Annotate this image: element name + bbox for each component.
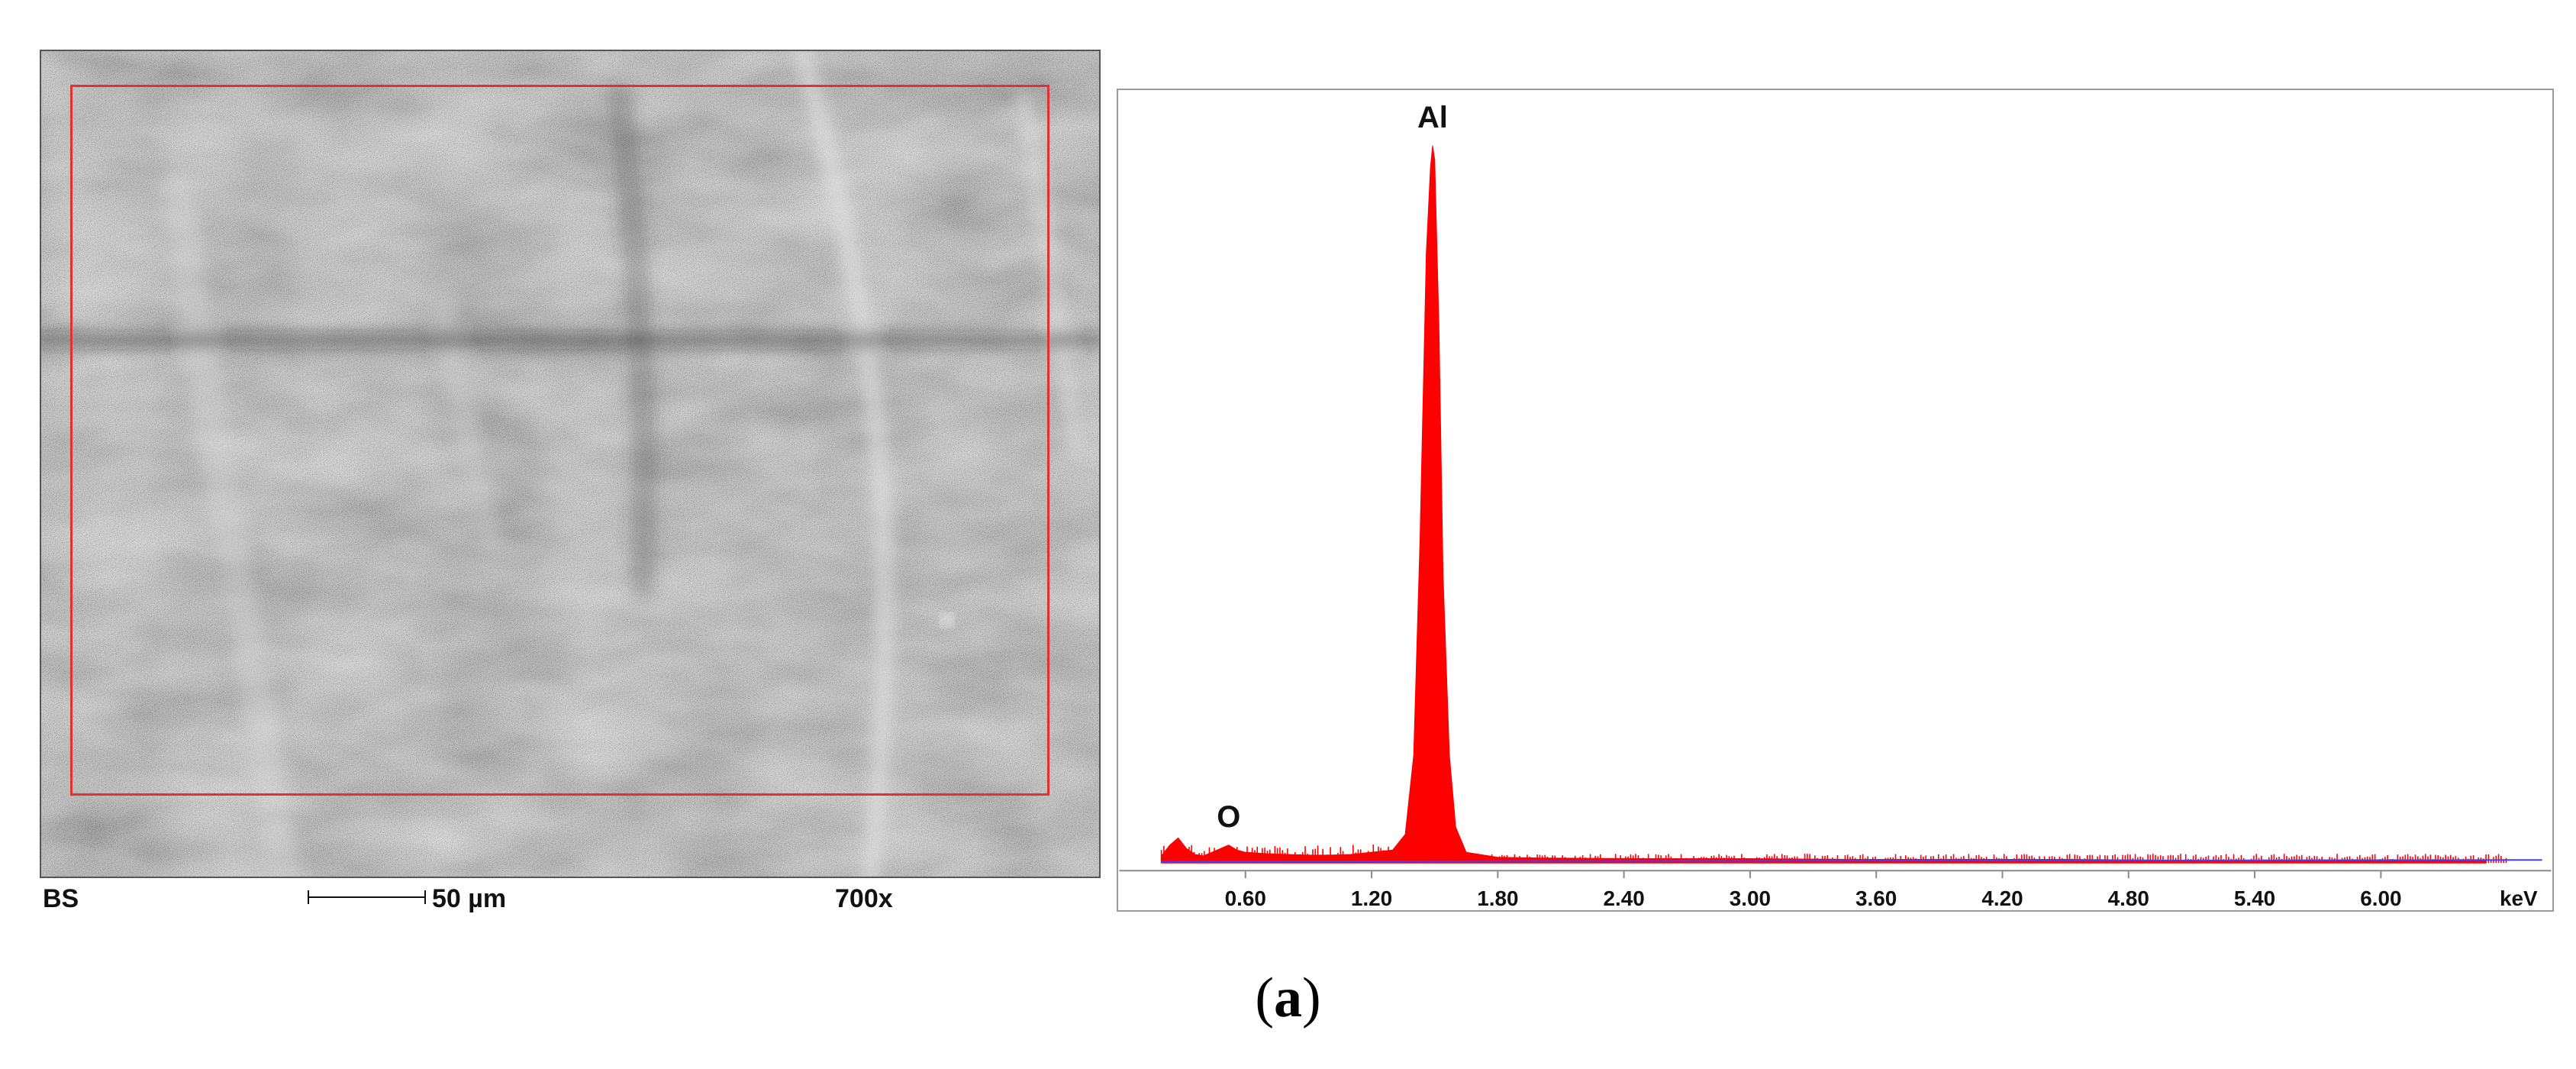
caption-close-paren: ) — [1302, 967, 1321, 1029]
sem-blotch-layer — [41, 51, 1099, 877]
x-tick-label: 1.20 — [1351, 887, 1392, 910]
x-tick-label: 2.40 — [1603, 887, 1644, 910]
sem-scale-bar — [308, 890, 426, 904]
x-tick-label: 3.60 — [1855, 887, 1897, 910]
sem-magnification: 700x — [835, 884, 893, 913]
x-axis-unit-label: keV — [2500, 887, 2538, 910]
peak-labels: O Al — [1217, 101, 1448, 834]
x-tick-label: 4.80 — [2108, 887, 2149, 910]
peak-label: O — [1217, 800, 1240, 834]
spectrum-background-trace — [1161, 859, 2542, 863]
x-tick-label: 0.60 — [1225, 887, 1266, 910]
sem-scale-label: 50 µm — [432, 884, 507, 913]
peak-label: Al — [1417, 101, 1448, 134]
panel-caption: (a) — [0, 966, 2576, 1031]
x-tick-label: 6.00 — [2360, 887, 2401, 910]
eds-plot-area: 0.60 1.20 1.80 2.40 3.00 3.60 4.20 4.80 5.40 6.00… — [1119, 101, 2552, 910]
sem-micrograph — [40, 50, 1101, 878]
x-tick-label: 5.40 — [2234, 887, 2275, 910]
eds-spectrum-chart: 0.60 1.20 1.80 2.40 3.00 3.60 4.20 4.80 5.40 6.00… — [1117, 89, 2554, 912]
sem-texture — [41, 51, 1099, 877]
caption-open-paren: ( — [1255, 967, 1274, 1029]
sem-streaks — [41, 51, 1099, 877]
x-tick-label: 1.80 — [1477, 887, 1518, 910]
spectrum-area — [1161, 145, 2487, 864]
sem-detector-label: BS — [43, 884, 79, 913]
x-tick-label: 3.00 — [1730, 887, 1771, 910]
x-axis-ticks: 0.60 1.20 1.80 2.40 3.00 3.60 4.20 4.80 5.40 6.00… — [1225, 870, 2538, 910]
x-tick-label: 4.20 — [1981, 887, 2023, 910]
caption-letter: a — [1274, 967, 1302, 1029]
sem-bright-spot — [940, 613, 954, 628]
